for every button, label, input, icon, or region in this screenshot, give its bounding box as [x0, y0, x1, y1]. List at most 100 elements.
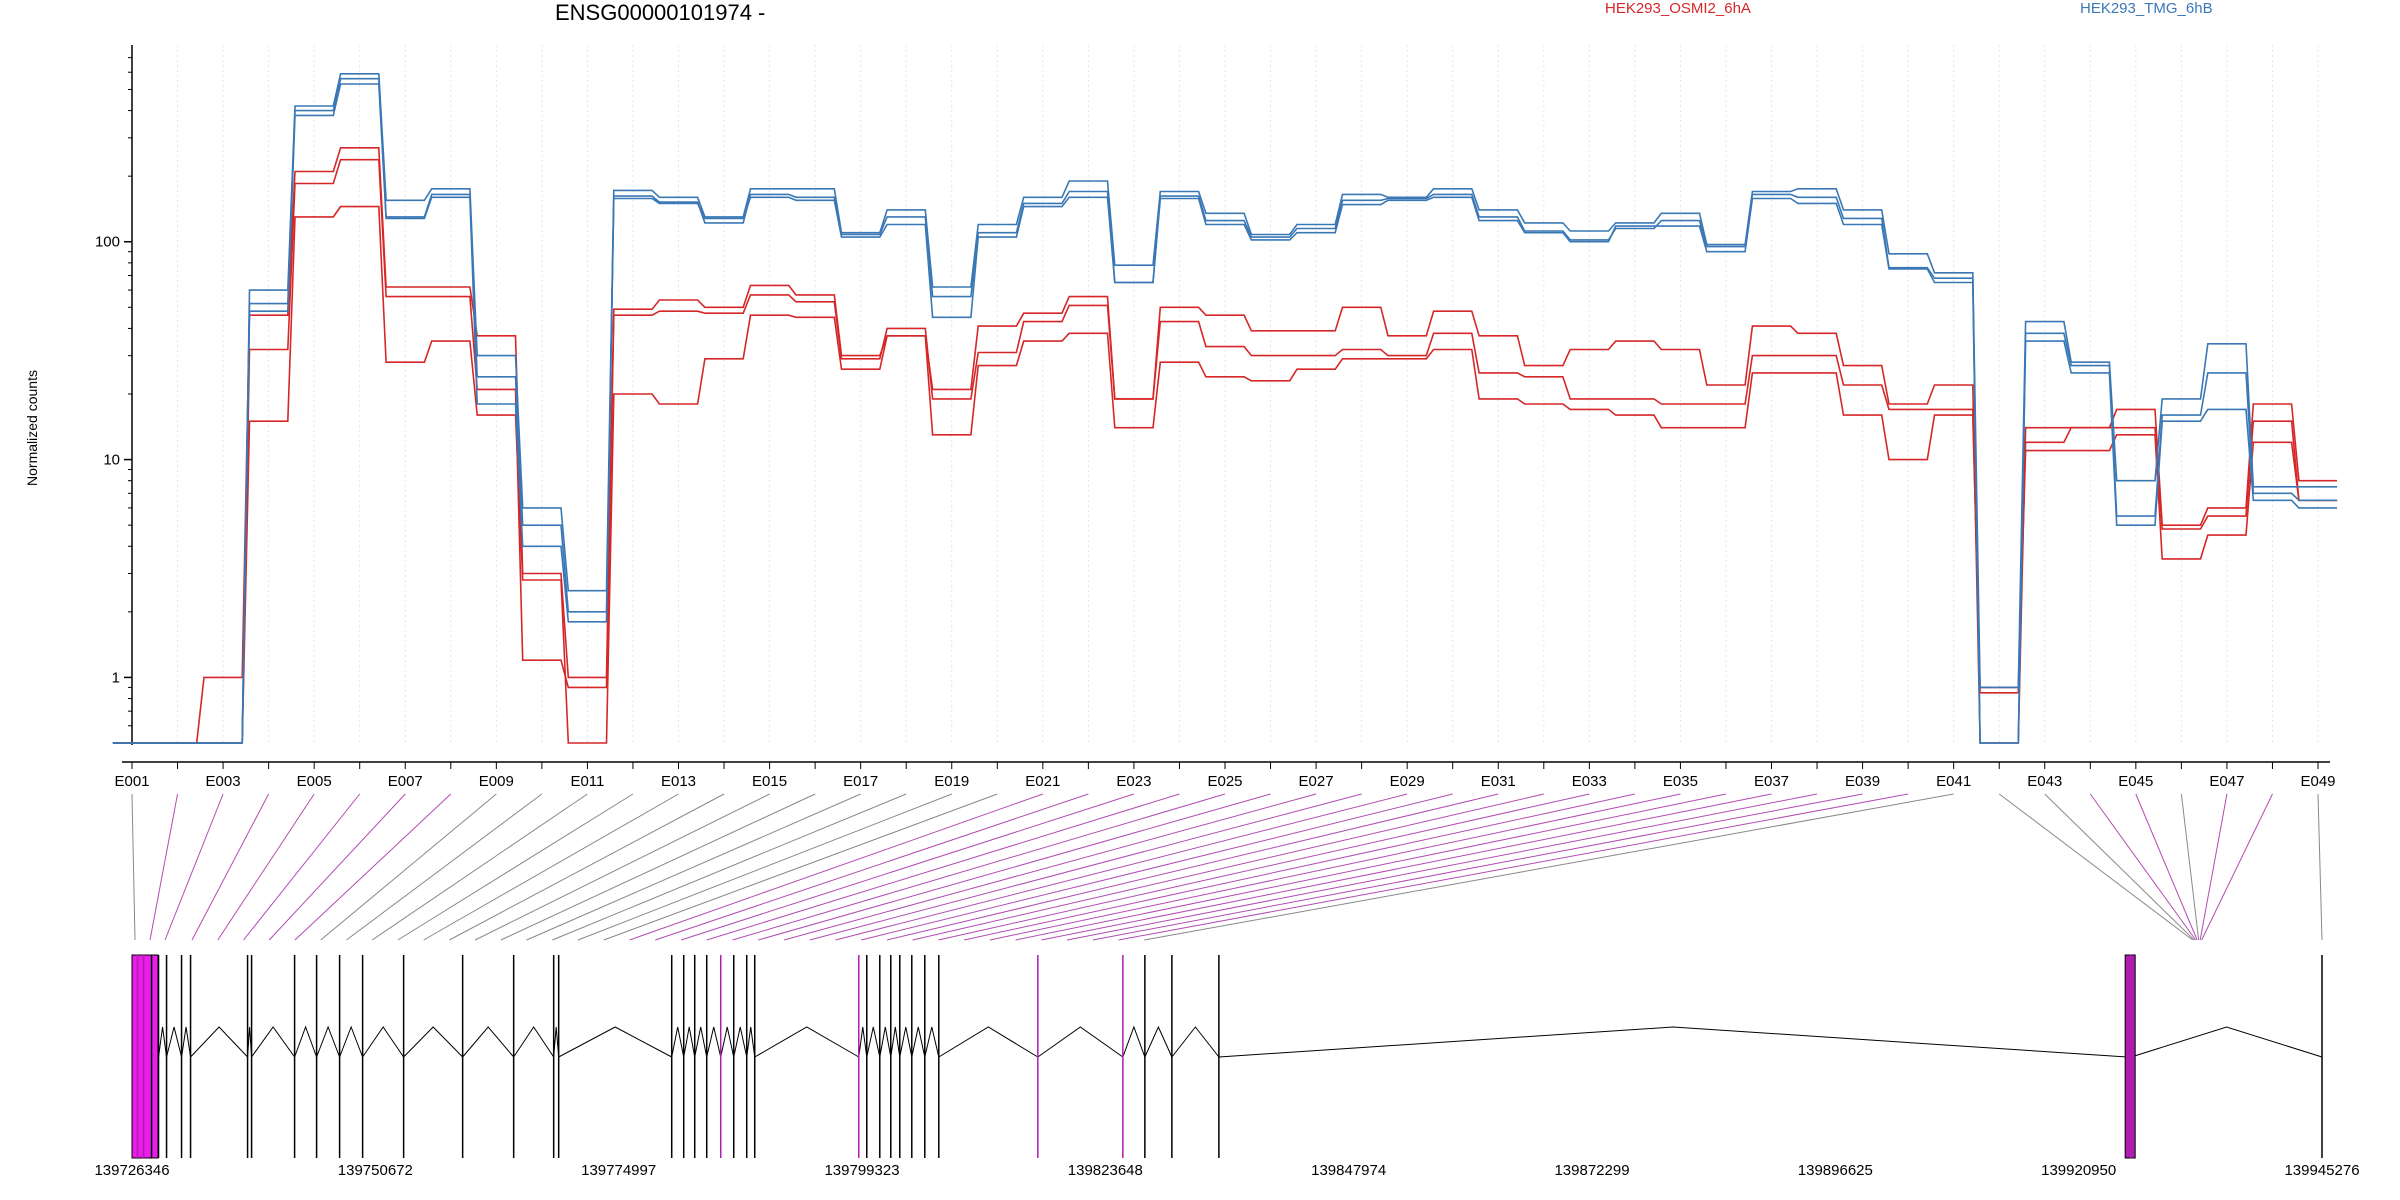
x-tick-label: E031 [1481, 773, 1516, 790]
intron-line [720, 1026, 735, 1058]
genomic-coordinate-label: 139896625 [1798, 1162, 1873, 1179]
x-tick-label: E049 [2300, 773, 2335, 790]
x-tick-label: E019 [934, 773, 969, 790]
intron-line [911, 1026, 926, 1058]
intron-line [339, 1025, 364, 1058]
intron-line [683, 1026, 696, 1058]
exon-connector [835, 793, 1408, 941]
exon-connector [2199, 793, 2228, 941]
exon-connector [526, 793, 861, 941]
intron-line [899, 1026, 913, 1058]
intron-line [1037, 1026, 1124, 1058]
intron-line [294, 1025, 318, 1058]
exon-connector [1118, 793, 1909, 941]
x-tick-label: E045 [2118, 773, 2153, 790]
exon-connector [2180, 793, 2200, 941]
y-tick-label: 1 [112, 669, 120, 686]
exon-block [131, 954, 159, 1159]
genomic-coordinate-label: 139726346 [94, 1162, 169, 1179]
intron-line [1122, 1025, 1146, 1058]
genomic-coordinate-label: 139920950 [2041, 1162, 2116, 1179]
y-tick-label: 10 [103, 452, 120, 469]
intron-line [158, 1026, 168, 1058]
series-line-3 [112, 73, 2338, 744]
intron-line [316, 1025, 341, 1058]
intron-line [694, 1026, 708, 1058]
genomic-coordinate-label: 139750672 [338, 1162, 413, 1179]
intron-line [938, 1026, 1039, 1058]
exon-connector [243, 793, 361, 941]
exon-connector [732, 793, 1226, 941]
intron-line [924, 1026, 940, 1058]
legend-item-osmi2: HEK293_OSMI2_6hA [1605, 0, 1751, 17]
intron-line [733, 1026, 748, 1058]
exon-connector [758, 793, 1271, 941]
intron-line [251, 1026, 295, 1058]
exon-connector [655, 793, 1089, 941]
x-tick-label: E025 [1207, 773, 1242, 790]
intron-line [462, 1026, 515, 1058]
series-line-4 [112, 77, 2338, 744]
exon-connector [149, 793, 179, 941]
x-tick-label: E047 [2209, 773, 2244, 790]
genomic-coordinate-label: 139847974 [1311, 1162, 1386, 1179]
x-tick-label: E041 [1936, 773, 1971, 790]
intron-line [190, 1026, 248, 1058]
exon-connector [680, 793, 1135, 941]
exon-connector [912, 793, 1544, 941]
legend-item-tmg: HEK293_TMG_6hB [2080, 0, 2213, 17]
exon-connector [938, 793, 1590, 941]
exon-connector [809, 793, 1362, 941]
x-tick-label: E009 [479, 773, 514, 790]
exon-connector [886, 793, 1499, 941]
exon-connector [1067, 793, 1818, 941]
exon-connector [397, 793, 634, 941]
intron-line [553, 1026, 560, 1058]
x-tick-label: E013 [661, 773, 696, 790]
x-tick-label: E029 [1390, 773, 1425, 790]
genomic-coordinate-label: 139823648 [1068, 1162, 1143, 1179]
intron-line [2131, 1026, 2323, 1058]
x-tick-label: E001 [114, 773, 149, 790]
intron-line [513, 1026, 555, 1058]
exon-connector [706, 793, 1180, 941]
intron-line [671, 1026, 685, 1058]
exon-connector [268, 793, 406, 941]
x-tick-label: E033 [1572, 773, 1607, 790]
series-line-1 [112, 158, 2338, 744]
exon-connector [371, 793, 588, 941]
exon-connector [964, 793, 1635, 941]
exon-connector [423, 793, 679, 941]
x-tick-label: E027 [1299, 773, 1334, 790]
x-tick-label: E007 [388, 773, 423, 790]
exon-connector [552, 793, 907, 941]
x-tick-label: E003 [206, 773, 241, 790]
intron-line [706, 1026, 722, 1058]
series-line-5 [112, 83, 2338, 744]
intron-line [362, 1026, 405, 1058]
genomic-coordinate-label: 139945276 [2284, 1162, 2359, 1179]
x-tick-label: E035 [1663, 773, 1698, 790]
exon-connector [164, 793, 224, 941]
exon-connector [603, 793, 998, 941]
x-tick-label: E017 [843, 773, 878, 790]
exon-connector [1041, 793, 1772, 941]
genomic-coordinate-label: 139799323 [824, 1162, 899, 1179]
series-line-0 [112, 147, 2338, 744]
exon-connector [2317, 793, 2323, 941]
x-tick-label: E037 [1754, 773, 1789, 790]
exon-connector [861, 793, 1453, 941]
exon-connector [500, 793, 816, 941]
intron-line [1171, 1026, 1220, 1058]
exon-connector [320, 793, 497, 941]
exon-connector [217, 793, 315, 941]
intron-line [181, 1026, 192, 1058]
genomic-coordinate-label: 139872299 [1554, 1162, 1629, 1179]
x-tick-label: E015 [752, 773, 787, 790]
genomic-coordinate-label: 139774997 [581, 1162, 656, 1179]
intron-line [754, 1026, 860, 1058]
x-tick-label: E043 [2027, 773, 2062, 790]
x-tick-label: E005 [297, 773, 332, 790]
intron-line [1144, 1025, 1173, 1058]
